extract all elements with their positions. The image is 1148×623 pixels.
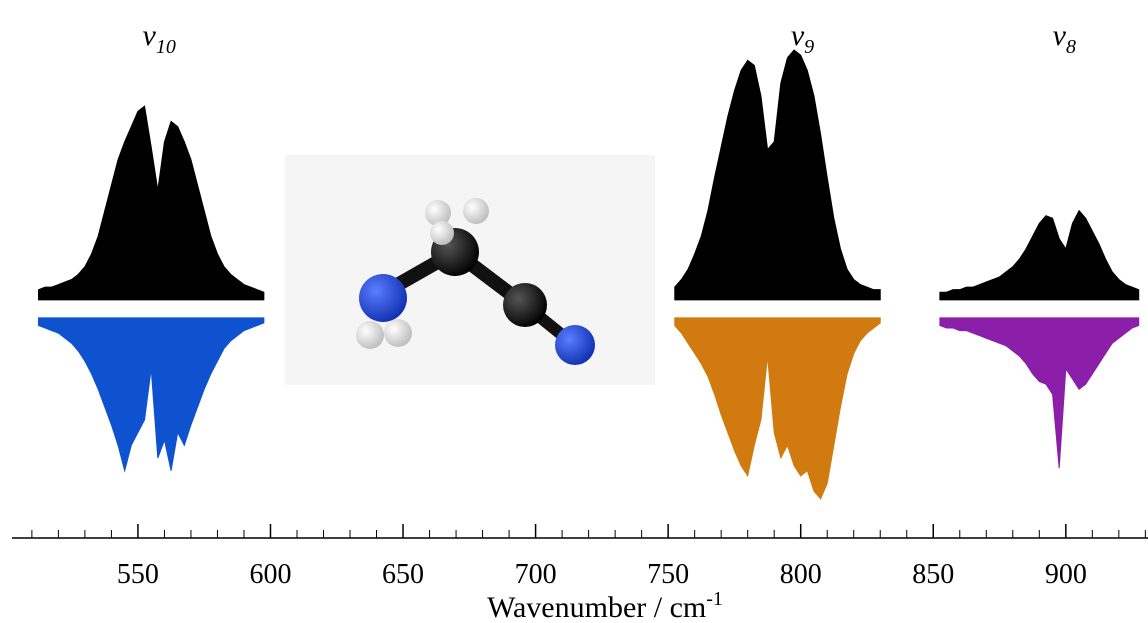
x-tick-label: 750 [647,559,689,590]
x-tick-label: 800 [780,559,822,590]
simulated-spectrum [39,318,264,471]
molecule [285,155,655,385]
x-tick-label: 550 [117,559,159,590]
band-label: v8 [1053,19,1076,58]
x-tick-label: 700 [515,559,557,590]
band-subscript: 8 [1066,36,1076,58]
band-symbol: v [1053,19,1067,52]
x-axis-label: Wavenumber / cm-1 [487,588,723,623]
band-subscript: 9 [804,36,814,58]
chart: Wavenumber / cm-1 550 600 650 700 750 800 850 9… [0,0,1148,623]
observed-spectrum [39,106,264,300]
simulated-spectrum [675,318,880,499]
observed-spectrum [940,211,1139,300]
band-symbol: v [143,19,157,52]
x-tick-label: 850 [912,559,954,590]
band-symbol: v [791,19,805,52]
simulated-spectrum [940,318,1139,468]
x-tick-label: 650 [382,559,424,590]
observed-spectrum [675,50,880,300]
x-tick-label: 900 [1045,559,1087,590]
x-tick-label: 600 [249,559,291,590]
band-label: v10 [143,19,176,58]
band-subscript: 10 [156,36,176,58]
